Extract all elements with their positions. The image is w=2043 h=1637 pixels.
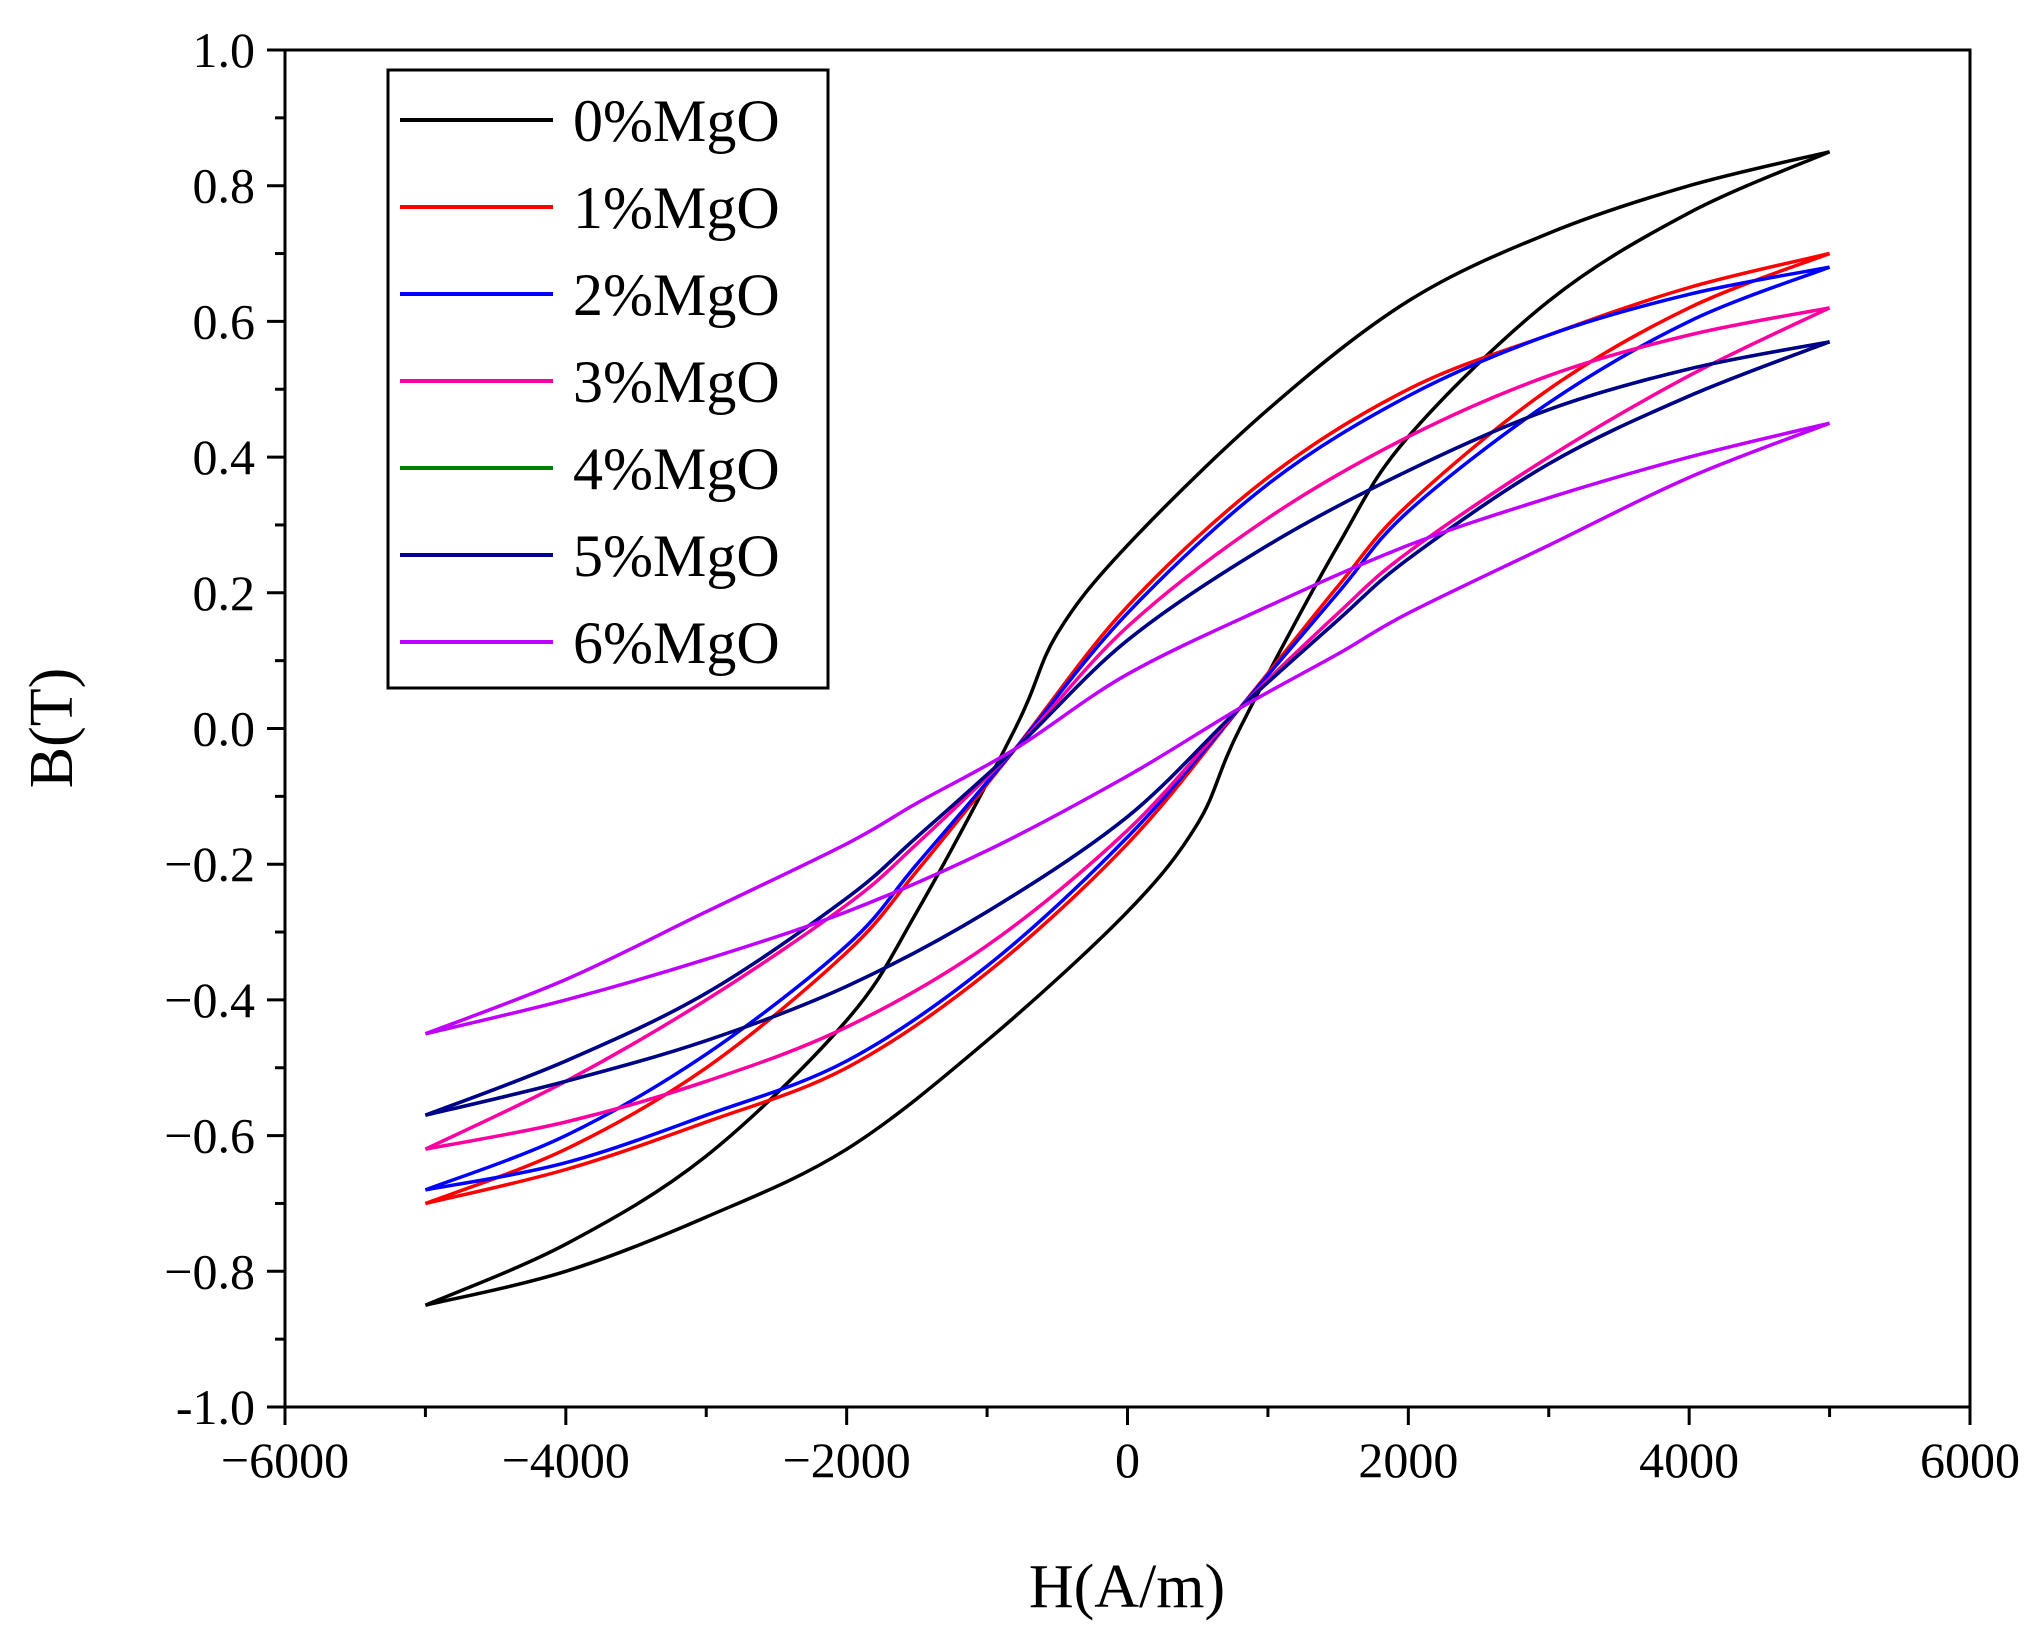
x-tick-label: 0 (1115, 1432, 1140, 1488)
curve-6pct-mgo-ascending (424, 421, 1831, 1036)
curve-1pct-mgo-ascending (424, 251, 1831, 1206)
y-tick-label: 0.8 (193, 158, 256, 214)
x-tick-label: 4000 (1639, 1432, 1739, 1488)
legend: 0%MgO 1%MgO 2%MgO 3%MgO 4%MgO 5%MgO 6%MgO (386, 68, 830, 690)
curve-2pct-mgo-descending (424, 265, 1830, 1192)
curve-3pct-mgo-ascending (425, 306, 1831, 1151)
y-tick-label: 0.6 (193, 293, 256, 349)
x-tick-label: −6000 (221, 1432, 349, 1488)
x-axis-ticks: −6000 −4000 −2000 0 2000 4000 6000 (221, 1407, 2020, 1488)
legend-label: 3%MgO (573, 349, 780, 415)
x-axis-title: H(A/m) (1029, 1553, 1225, 1621)
curves-layer (424, 150, 1831, 1307)
curve-6pct-mgo-descending (424, 421, 1831, 1036)
y-tick-label: −0.2 (164, 836, 255, 892)
legend-label: 1%MgO (573, 175, 780, 241)
y-tick-label: 0.0 (193, 701, 256, 757)
x-tick-label: 6000 (1920, 1432, 2020, 1488)
legend-label: 4%MgO (573, 436, 780, 502)
curve-0pct-mgo-ascending (424, 150, 1831, 1307)
legend-label: 0%MgO (573, 88, 780, 154)
legend-label: 6%MgO (573, 610, 780, 676)
y-axis-title: B(T) (18, 668, 86, 789)
y-tick-label: −0.4 (164, 972, 255, 1028)
y-tick-label: −0.8 (164, 1243, 255, 1299)
curve-5pct-mgo-descending (424, 340, 1830, 1117)
y-tick-label: 0.2 (193, 565, 256, 621)
curve-5pct-mgo-ascending (424, 340, 1831, 1117)
curve-3pct-mgo-descending (424, 306, 1830, 1151)
y-tick-label: 0.4 (193, 429, 256, 485)
y-axis-ticks: -1.0 −0.8 −0.6 −0.4 −0.2 0.0 0.2 0.4 0.6 0.8 1.0 (164, 22, 285, 1435)
x-tick-label: −4000 (502, 1432, 630, 1488)
y-tick-label: −0.6 (164, 1108, 255, 1164)
x-tick-label: 2000 (1358, 1432, 1458, 1488)
y-tick-label: 1.0 (193, 22, 256, 78)
legend-label: 5%MgO (573, 523, 780, 589)
legend-label: 2%MgO (573, 262, 780, 328)
y-tick-label: -1.0 (176, 1379, 255, 1435)
curve-0pct-mgo-descending (424, 150, 1831, 1307)
x-tick-label: −2000 (783, 1432, 911, 1488)
curve-2pct-mgo-ascending (425, 265, 1831, 1192)
